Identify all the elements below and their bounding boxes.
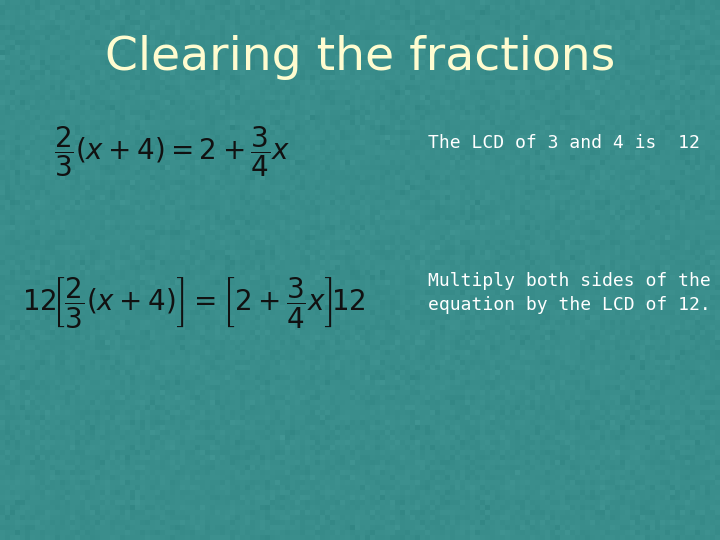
Text: Clearing the fractions: Clearing the fractions: [105, 35, 615, 80]
Text: The LCD of 3 and 4 is  12: The LCD of 3 and 4 is 12: [428, 134, 701, 152]
Text: Multiply both sides of the: Multiply both sides of the: [428, 272, 711, 290]
Text: equation by the LCD of 12.: equation by the LCD of 12.: [428, 296, 711, 314]
Text: $\dfrac{2}{3}(x + 4) = 2 + \dfrac{3}{4}x$: $\dfrac{2}{3}(x + 4) = 2 + \dfrac{3}{4}x…: [54, 124, 290, 179]
Text: $12\!\left[\dfrac{2}{3}(x + 4)\right] = \left[2 + \dfrac{3}{4}x\right]\!12$: $12\!\left[\dfrac{2}{3}(x + 4)\right] = …: [22, 275, 365, 330]
